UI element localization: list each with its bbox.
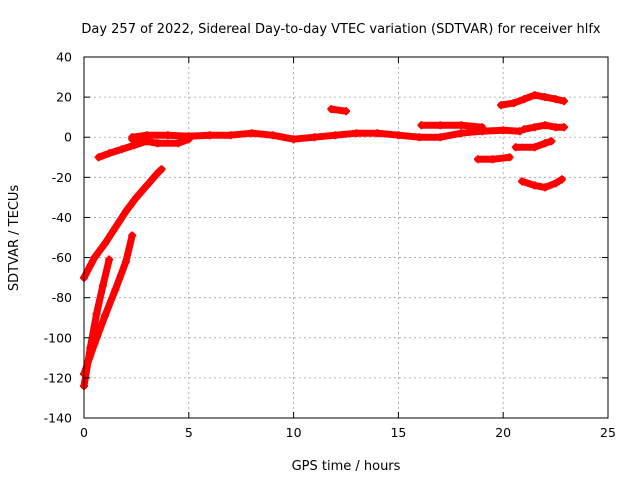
data-point	[520, 125, 529, 134]
data-point	[530, 123, 539, 132]
data-point	[417, 121, 426, 130]
data-point	[163, 131, 172, 140]
data-point	[128, 135, 137, 144]
data-point	[111, 285, 120, 294]
data-point	[289, 135, 298, 144]
x-tick-label: 25	[600, 425, 616, 440]
data-point	[530, 143, 539, 152]
data-point	[352, 129, 361, 138]
plot-frame	[83, 56, 609, 419]
data-point	[117, 145, 126, 154]
series-arc-low-zero	[128, 135, 193, 147]
data-point	[153, 169, 162, 178]
series-arc-6	[418, 121, 486, 131]
data-point	[551, 179, 560, 188]
data-point	[153, 139, 162, 148]
data-point	[530, 91, 539, 100]
tick-layer: 0 5 10 15 20 25 -140 -120 -100 -80 -60 -40 -20 0 20 40	[44, 50, 616, 441]
data-point	[415, 133, 424, 142]
y-tick-label: -100	[44, 330, 72, 345]
x-tick-label: 0	[80, 425, 88, 440]
data-point	[121, 207, 130, 216]
data-point	[551, 95, 560, 104]
y-tick-label: -40	[52, 210, 72, 225]
data-point	[98, 281, 107, 290]
x-axis-label: GPS time / hours	[292, 459, 401, 474]
y-tick-label: -20	[52, 170, 72, 185]
data-point	[457, 121, 466, 130]
data-point	[268, 131, 277, 140]
data-point	[557, 175, 566, 184]
data-point	[474, 155, 483, 164]
data-point	[559, 97, 568, 106]
data-point	[247, 129, 256, 138]
data-point	[530, 181, 539, 190]
data-point	[142, 131, 151, 140]
data-point	[100, 239, 109, 248]
data-point	[488, 155, 497, 164]
data-point	[505, 153, 514, 162]
data-point	[310, 133, 319, 142]
grid-layer	[84, 57, 608, 418]
series-layer	[80, 91, 568, 390]
data-point	[520, 95, 529, 104]
x-tick-label: 10	[286, 425, 302, 440]
data-point	[518, 177, 527, 186]
data-point	[342, 107, 350, 116]
data-point	[509, 99, 518, 108]
data-point	[327, 105, 336, 114]
data-point	[497, 101, 506, 110]
y-tick-label: 0	[64, 130, 72, 145]
data-point	[184, 135, 193, 144]
data-point	[205, 131, 214, 140]
data-point	[132, 193, 141, 202]
data-point	[90, 339, 99, 348]
y-axis-label: SDTVAR / TECUs	[7, 185, 22, 292]
data-point	[541, 93, 550, 102]
data-point	[105, 149, 114, 158]
data-point	[541, 139, 550, 148]
y-tick-label: 20	[56, 90, 72, 105]
data-point	[174, 139, 183, 148]
y-tick-label: 40	[56, 50, 72, 65]
data-point	[121, 257, 130, 266]
x-tick-label: 15	[390, 425, 406, 440]
data-point	[394, 131, 403, 140]
series-arc-steep-b	[80, 232, 136, 378]
y-tick-label: -60	[52, 250, 72, 265]
data-point	[457, 129, 466, 138]
data-point	[559, 123, 568, 132]
y-tick-label: -80	[52, 290, 72, 305]
data-point	[111, 223, 120, 232]
data-point	[541, 121, 550, 130]
data-point	[128, 231, 137, 240]
chart-title: Day 257 of 2022, Sidereal Day-to-day VTE…	[81, 22, 601, 37]
data-point	[436, 121, 445, 130]
data-point	[94, 153, 103, 162]
data-point	[142, 181, 151, 190]
data-point	[331, 131, 340, 140]
data-point	[90, 253, 99, 262]
data-point	[499, 126, 508, 135]
x-tick-label: 5	[185, 425, 193, 440]
data-point	[373, 129, 382, 138]
data-point	[105, 255, 114, 264]
data-point	[547, 137, 556, 146]
y-tick-label: -140	[44, 411, 72, 426]
data-point	[436, 133, 445, 142]
data-point	[478, 123, 487, 132]
x-tick-label: 20	[495, 425, 511, 440]
y-tick-label: -120	[44, 370, 72, 385]
data-point	[541, 183, 550, 192]
data-point	[226, 131, 235, 140]
data-point	[157, 165, 166, 174]
data-point	[511, 143, 520, 152]
data-point	[100, 311, 109, 320]
data-point	[551, 123, 560, 132]
data-point	[92, 309, 101, 318]
